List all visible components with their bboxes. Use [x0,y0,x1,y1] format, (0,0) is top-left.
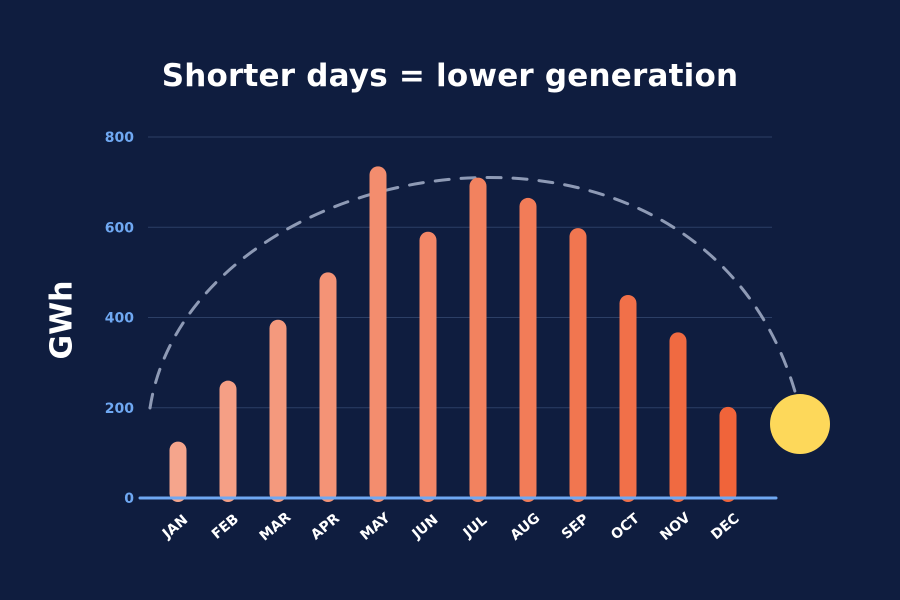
bar-sep [569,228,587,502]
sun-icon [770,394,830,454]
bar-dec [719,406,737,502]
x-tick-label: DEC [708,511,742,543]
bar-nov [669,332,687,502]
x-tick-label: OCT [608,510,643,543]
bar-may [369,166,387,503]
x-tick-label: APR [308,510,343,543]
x-tick-label: NOV [657,510,694,544]
x-tick-label: MAY [357,509,394,543]
bar-apr [319,272,337,502]
y-tick-label: 200 [105,401,134,417]
bar-jul [469,177,487,503]
bar-feb [219,380,237,502]
x-tick-label: JAN [159,512,191,543]
bar-oct [619,294,637,502]
bar-aug [519,197,537,502]
sun-path-arc [148,176,798,410]
x-tick-label: FEB [209,511,242,542]
x-tick-label: AUG [508,510,544,544]
x-tick-label: SEP [559,511,592,542]
chart-title: Shorter days = lower generation [161,58,739,94]
bar-mar [269,319,287,502]
y-tick-label: 400 [105,311,134,327]
x-tick-label: MAR [257,509,295,544]
bar-jan [169,441,187,502]
y-tick-label: 0 [124,491,134,507]
y-tick-label: 600 [105,220,134,236]
y-tick-label: 800 [105,130,134,146]
bar-jun [419,231,437,502]
x-tick-label: JUL [460,513,491,542]
x-tick-label: JUN [409,512,442,543]
